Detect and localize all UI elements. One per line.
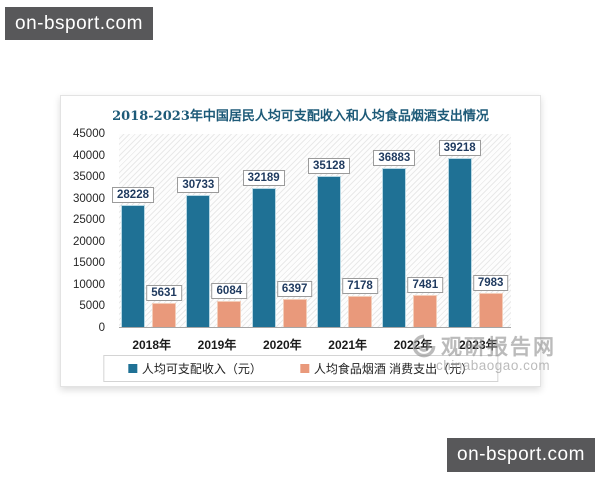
y-tick-label: 45000 — [73, 128, 105, 140]
x-tick-label: 2019年 — [197, 338, 237, 352]
legend-label: 人均可支配收入（元） — [141, 362, 262, 376]
x-tick-label: 2023年 — [458, 338, 498, 352]
income-bar — [447, 158, 472, 327]
y-tick-label: 5000 — [79, 300, 105, 313]
bar-value-label: 39218 — [438, 140, 481, 156]
legend-item: 人均可支配收入（元） — [127, 360, 262, 377]
bar-value-label: 32189 — [242, 170, 285, 186]
legend-marker-icon — [299, 364, 309, 373]
legend: 人均可支配收入（元） 人均食品烟酒 消费支出（元） — [102, 355, 499, 382]
food-expense-bar — [347, 296, 372, 327]
x-tick-label: 2022年 — [393, 338, 433, 352]
bar-value-label: 6084 — [211, 283, 248, 299]
legend-marker-icon — [127, 364, 137, 373]
plot-area: 28228 5631 30733 6084 32189 6397 35128 7178 3688… — [112, 134, 511, 328]
bar-groups: 28228 5631 30733 6084 32189 6397 35128 7178 3688… — [112, 134, 511, 327]
y-tick-label: 40000 — [73, 149, 105, 162]
bar-value-label: 7178 — [342, 278, 378, 294]
bar-group: 28228 5631 — [112, 134, 184, 327]
bar-value-label: 35128 — [307, 158, 350, 174]
chart-title: 2018-2023年中国居民人均可支配收入和人均食品烟酒支出情况 — [112, 109, 489, 124]
bar-value-label: 36883 — [373, 150, 416, 166]
y-tick-label: 25000 — [73, 214, 105, 227]
food-expense-bar — [282, 299, 307, 327]
income-bar — [251, 188, 276, 327]
bar-value-label: 6397 — [276, 281, 313, 297]
bar-group: 36883 7481 — [373, 134, 445, 327]
income-bar — [316, 176, 341, 327]
x-tick-label: 2020年 — [262, 338, 302, 352]
bar-group: 32189 6397 — [242, 134, 315, 327]
bar-value-label: 7481 — [407, 277, 444, 293]
food-expense-bar — [217, 301, 242, 327]
bar-value-label: 7983 — [472, 275, 509, 291]
watermark-top-left: on-bsport.com — [5, 7, 153, 40]
y-axis: 45000 40000 35000 30000 25000 20000 15000 10000… — [61, 128, 111, 334]
y-tick-label: 15000 — [73, 257, 105, 270]
y-tick-label: 20000 — [73, 235, 105, 248]
income-bar — [186, 195, 211, 327]
x-axis: 2018年 2019年 2020年 2021年 2022年 2023年 — [119, 336, 511, 353]
income-bar — [121, 205, 145, 327]
x-tick-label: 2018年 — [132, 338, 172, 352]
bar-group: 39218 7983 — [438, 134, 511, 327]
bar-group: 35128 7178 — [307, 134, 380, 327]
food-expense-bar — [478, 293, 503, 327]
watermark-bottom-right: on-bsport.com — [447, 438, 595, 472]
income-bar — [382, 168, 407, 327]
y-tick-label: 30000 — [73, 192, 105, 205]
legend-label: 人均食品烟酒 消费支出（元） — [313, 362, 474, 376]
bar-value-label: 30733 — [177, 177, 220, 193]
y-tick-label: 35000 — [73, 171, 105, 184]
x-tick-label: 2021年 — [328, 338, 367, 352]
y-tick-label: 0 — [98, 322, 105, 334]
food-expense-bar — [413, 295, 438, 327]
y-tick-label: 10000 — [73, 278, 105, 291]
legend-item: 人均食品烟酒 消费支出（元） — [299, 360, 474, 377]
food-expense-bar — [152, 303, 176, 327]
bar-value-label: 5631 — [146, 285, 182, 301]
bar-group: 30733 6084 — [177, 134, 249, 327]
chart-card: 2018-2023年中国居民人均可支配收入和人均食品烟酒支出情况 45000 40… — [60, 95, 541, 387]
bar-value-label: 28228 — [112, 187, 154, 203]
